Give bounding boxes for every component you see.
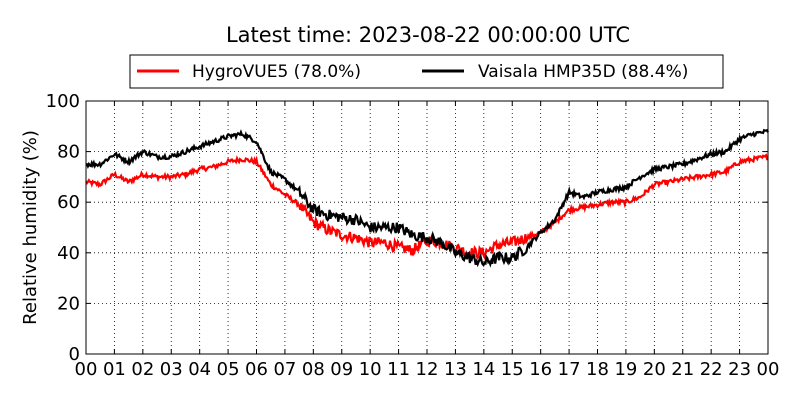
x-tick-label: 14 bbox=[472, 359, 495, 380]
legend-label-hygrovue5: HygroVUE5 (78.0%) bbox=[192, 62, 361, 82]
y-tick-label: 80 bbox=[57, 142, 80, 163]
x-tick-label: 20 bbox=[643, 359, 666, 380]
x-tick-label: 16 bbox=[529, 359, 552, 380]
series-line-1 bbox=[85, 128, 769, 268]
y-tick-label: 40 bbox=[57, 243, 80, 264]
plot-area-frame bbox=[85, 100, 769, 355]
chart-title: Latest time: 2023-08-22 00:00:00 UTC bbox=[226, 23, 630, 47]
y-tick-label: 100 bbox=[46, 91, 80, 112]
y-tick-label: 0 bbox=[69, 344, 80, 365]
x-tick-label: 07 bbox=[273, 359, 296, 380]
x-tick-label: 17 bbox=[558, 359, 581, 380]
x-tick-label: 08 bbox=[302, 359, 325, 380]
x-tick-label: 02 bbox=[131, 359, 154, 380]
x-tick-label: 01 bbox=[103, 359, 126, 380]
x-tick-label: 06 bbox=[245, 359, 268, 380]
x-tick-label: 23 bbox=[728, 359, 751, 380]
legend-label-vaisala: Vaisala HMP35D (88.4%) bbox=[478, 62, 688, 82]
x-tick-label: 21 bbox=[671, 359, 694, 380]
x-tick-label: 19 bbox=[614, 359, 637, 380]
x-tick-label: 18 bbox=[586, 359, 609, 380]
legend: HygroVUE5 (78.0%) Vaisala HMP35D (88.4%) bbox=[129, 54, 724, 89]
x-tick-label: 00 bbox=[75, 359, 98, 380]
y-tick-label: 20 bbox=[57, 293, 80, 314]
x-tick-label: 11 bbox=[387, 359, 410, 380]
x-tick-label: 12 bbox=[416, 359, 439, 380]
x-tick-label: 15 bbox=[501, 359, 524, 380]
x-tick-label: 10 bbox=[359, 359, 382, 380]
y-axis-ticks: 0 20 40 60 80 100 bbox=[46, 91, 768, 365]
x-tick-label: 13 bbox=[444, 359, 467, 380]
y-tick-label: 60 bbox=[57, 192, 80, 213]
x-tick-label: 04 bbox=[188, 359, 211, 380]
x-tick-label: 03 bbox=[160, 359, 183, 380]
x-tick-label: 09 bbox=[330, 359, 353, 380]
grid-lines bbox=[86, 101, 768, 354]
x-tick-label: 22 bbox=[700, 359, 723, 380]
y-axis-label: Relative humidity (%) bbox=[20, 130, 41, 325]
x-axis-ticks: 00 01 02 03 04 05 06 07 08 09 10 11 12 13 14 15 16 17 18 19… bbox=[75, 101, 780, 380]
x-tick-label: 05 bbox=[217, 359, 240, 380]
series-lines bbox=[85, 128, 769, 268]
x-tick-label: 00 bbox=[757, 359, 780, 380]
chart-title-group: Latest time: 2023-08-22 00:00:00 UTC bbox=[226, 23, 630, 47]
